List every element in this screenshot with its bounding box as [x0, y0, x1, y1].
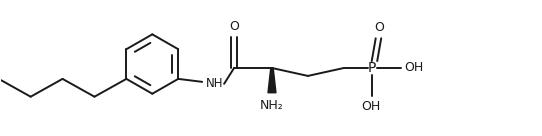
Text: P: P [367, 61, 376, 75]
Text: O: O [374, 21, 384, 34]
Text: O: O [229, 20, 239, 33]
Text: NH: NH [206, 77, 224, 90]
Text: OH: OH [361, 100, 380, 113]
Polygon shape [268, 68, 276, 93]
Text: OH: OH [405, 61, 424, 74]
Text: NH₂: NH₂ [260, 99, 284, 112]
